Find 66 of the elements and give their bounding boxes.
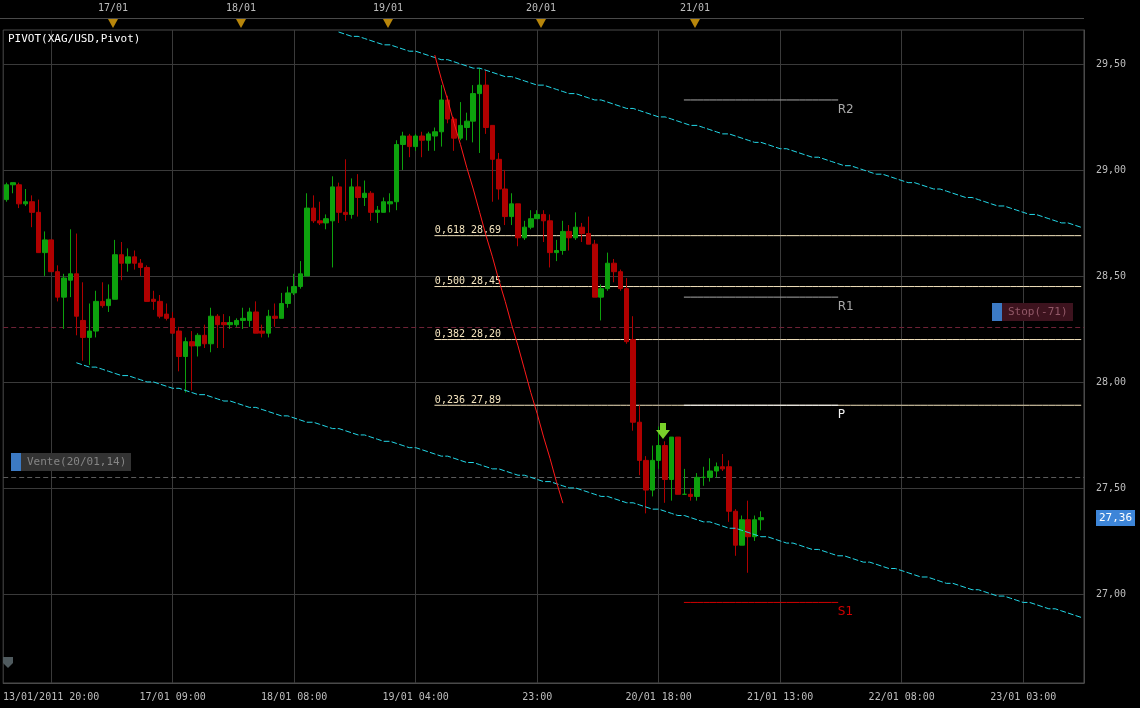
text: 17/01 <box>97 2 129 14</box>
candlestick <box>266 309 271 338</box>
candlestick <box>74 233 79 336</box>
candlestick <box>419 131 425 158</box>
text: 21/01 <box>679 2 711 14</box>
candlestick <box>413 133 418 152</box>
candlestick <box>100 281 105 309</box>
candlestick <box>573 211 578 241</box>
candlestick <box>189 330 195 391</box>
candlestick <box>694 472 700 502</box>
candlestick <box>42 230 48 277</box>
ref-line-label: Stop(-71) <box>1007 304 1069 320</box>
candlestick <box>368 190 374 222</box>
candlestick <box>355 173 361 218</box>
candlestick <box>675 436 681 495</box>
chart-title: PIVOT(XAG/USD,Pivot) <box>8 32 141 45</box>
candlestick <box>272 303 278 328</box>
text: 18/01 <box>225 2 257 14</box>
y-tick-label: 29,00 <box>1096 164 1127 176</box>
candlestick <box>16 182 22 209</box>
series-label: 0,500 28,45 <box>434 275 502 287</box>
x-tick-label: 23:00 <box>522 690 553 702</box>
candlestick <box>566 224 572 251</box>
text: 27,36 <box>1096 510 1136 526</box>
candlestick <box>739 515 745 546</box>
x-tick-label: 22/01 08:00 <box>868 690 935 702</box>
candlestick <box>202 324 207 349</box>
candlestick <box>362 180 367 207</box>
candlestick <box>23 188 28 207</box>
candlestick <box>662 440 668 504</box>
series-label: P <box>837 407 846 422</box>
series-label: 0,382 28,20 <box>434 328 502 340</box>
series-label: R2 <box>837 101 854 116</box>
y-tick-label: 27,00 <box>1096 588 1127 600</box>
candlestick <box>688 487 693 502</box>
candlestick <box>80 281 86 362</box>
y-tick-label: 29,50 <box>1096 58 1127 70</box>
series-label: 0,236 27,89 <box>434 393 502 405</box>
candlestick <box>682 468 687 495</box>
x-tick-label: 21/01 13:00 <box>747 690 814 702</box>
y-tick-label: 28,50 <box>1096 270 1127 282</box>
text: 20/01 <box>525 2 557 14</box>
candlestick <box>509 192 514 226</box>
ref-line-label: Vente(20/01,14) <box>26 454 128 470</box>
candlestick <box>208 307 214 353</box>
candlestick <box>515 203 521 247</box>
line-series <box>434 54 564 504</box>
candlestick <box>669 436 674 502</box>
candlestick <box>349 177 354 220</box>
candlestick <box>745 500 751 574</box>
text: 19/01 <box>372 2 404 14</box>
series-label: R1 <box>837 299 854 314</box>
x-tick-label: 17/01 09:00 <box>139 690 206 702</box>
series-label: S1 <box>837 604 854 619</box>
candlestick <box>195 332 201 357</box>
candlestick <box>183 336 188 394</box>
x-tick-label: 19/01 04:00 <box>382 690 449 702</box>
x-tick-label: 13/01/2011 20:00 <box>2 690 100 702</box>
candlestick <box>407 133 412 158</box>
y-tick-label: 27,50 <box>1096 482 1127 494</box>
candlestick <box>119 241 124 281</box>
candlestick <box>125 247 131 273</box>
x-tick-label: 20/01 18:00 <box>625 690 692 702</box>
x-tick-label: 23/01 03:00 <box>990 690 1057 702</box>
x-tick-label: 18/01 08:00 <box>261 690 328 702</box>
y-tick-label: 28,00 <box>1096 376 1127 388</box>
